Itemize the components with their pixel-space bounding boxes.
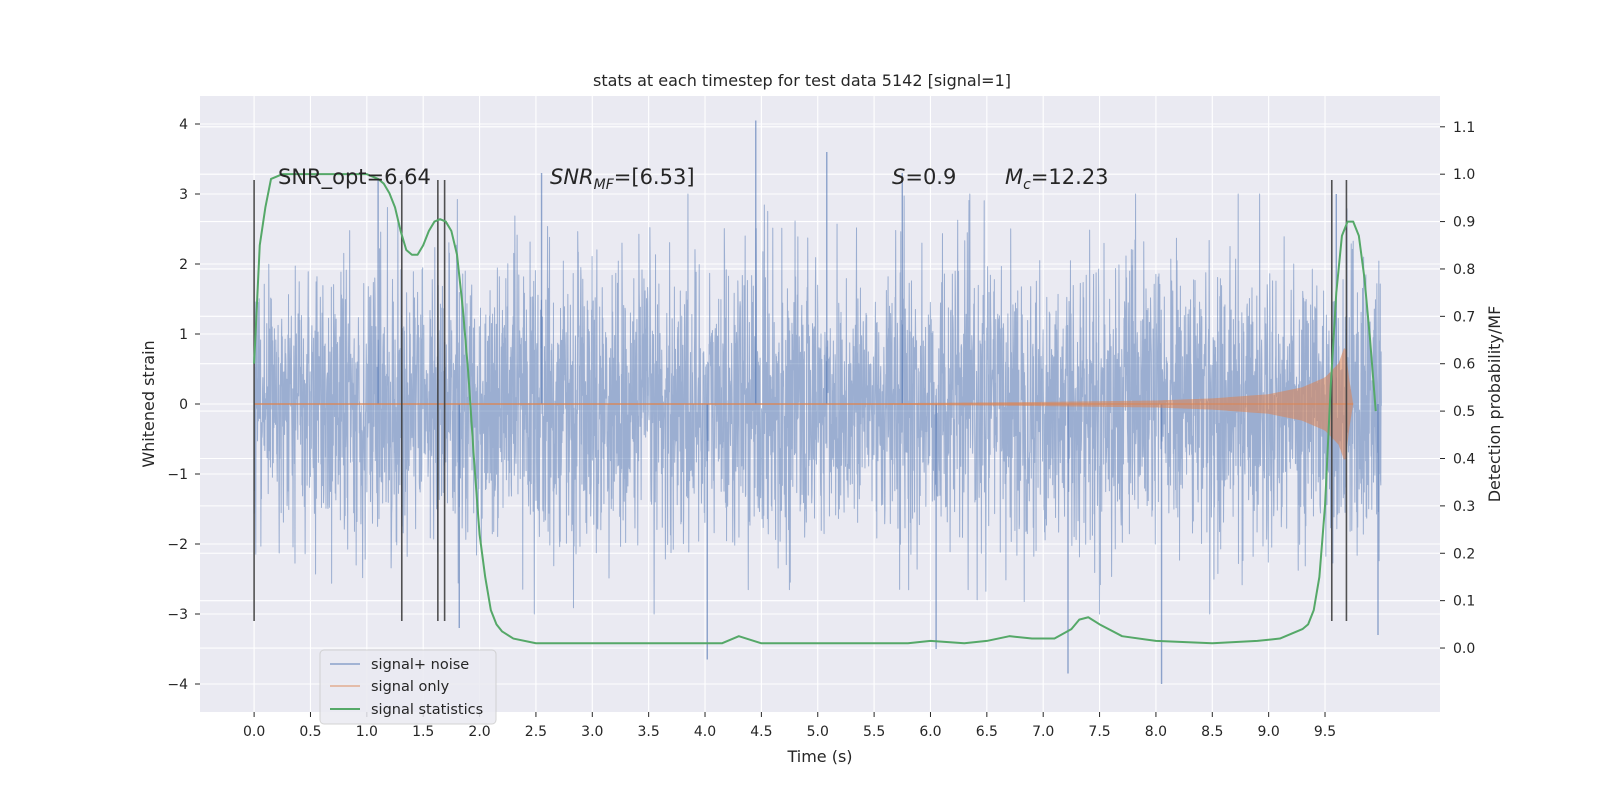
tick-label-x-0.5: 0.5 (299, 724, 321, 740)
stats-line (253, 173, 1377, 645)
tick-label-x-4.0: 4.0 (694, 724, 716, 740)
tick-label-y-−4: −4 (167, 677, 188, 693)
tick-label-x-2.0: 2.0 (468, 724, 490, 740)
annotation-s: S=0.9 (892, 165, 956, 189)
legend: signal+ noise signal only signal statist… (319, 649, 497, 725)
tick-label-y2-0.6: 0.6 (1453, 357, 1475, 373)
annotation-snr-opt: SNR_opt=6.64 (278, 165, 431, 190)
tick-label-y2-0.1: 0.1 (1453, 594, 1475, 610)
tick-label-y2-0.8: 0.8 (1453, 262, 1475, 278)
tick-label-x-4.5: 4.5 (750, 724, 772, 740)
tick-label-x-9.0: 9.0 (1258, 724, 1280, 740)
vertical-markers (253, 180, 1348, 621)
tick-label-y2-0.4: 0.4 (1453, 451, 1475, 467)
annotation-mc-value: =12.23 (1031, 165, 1109, 189)
series-signal-statistics (253, 173, 1377, 645)
tick-label-x-0.0: 0.0 (243, 724, 265, 740)
tick-label-x-3.0: 3.0 (581, 724, 603, 740)
axis-ticks: 0.0 0.5 1.0 1.5 2.0 2.5 3.0 3.5 4.0 4.5 5.0 5.5 6.0 6… (167, 117, 1475, 740)
tick-label-y-−1: −1 (167, 467, 188, 483)
tick-label-x-7.0: 7.0 (1032, 724, 1054, 740)
legend-label-noise: signal+ noise (371, 657, 469, 673)
x-axis-label: Time (s) (786, 747, 852, 766)
legend-label-signal: signal only (371, 679, 450, 695)
tick-label-x-7.5: 7.5 (1088, 724, 1110, 740)
tick-label-x-2.5: 2.5 (525, 724, 547, 740)
annotation-snr-mf-value: =[6.53] (614, 165, 695, 189)
legend-box (319, 649, 497, 725)
chart-title: stats at each timestep for test data 514… (593, 71, 1011, 90)
tick-label-y-3: 3 (179, 187, 188, 203)
tick-label-y-−3: −3 (167, 607, 188, 623)
tick-label-y2-0.0: 0.0 (1453, 641, 1475, 657)
tick-label-x-8.5: 8.5 (1201, 724, 1223, 740)
annotation-snr-mf: SNRMF=[6.53] (550, 165, 695, 193)
annotation-s-value: =0.9 (905, 165, 956, 189)
y-axis-label: Whitened strain (139, 340, 158, 467)
tick-label-x-8.0: 8.0 (1145, 724, 1167, 740)
tick-label-y2-0.5: 0.5 (1453, 404, 1475, 420)
tick-label-y2-0.3: 0.3 (1453, 499, 1475, 515)
legend-label-stats: signal statistics (371, 702, 483, 718)
tick-label-x-6.0: 6.0 (919, 724, 941, 740)
tick-label-x-1.0: 1.0 (356, 724, 378, 740)
tick-label-y2-0.2: 0.2 (1453, 546, 1475, 562)
tick-label-y2-1.0: 1.0 (1453, 167, 1475, 183)
y2-axis-label: Detection probability/MF (1485, 306, 1504, 503)
annotation-snr-mf-base: SNR (550, 165, 594, 189)
tick-label-x-9.5: 9.5 (1314, 724, 1336, 740)
tick-label-x-6.5: 6.5 (976, 724, 998, 740)
annotation-mc: Mc=12.23 (1005, 165, 1109, 193)
tick-label-y-4: 4 (179, 117, 188, 133)
tick-label-y-2: 2 (179, 257, 188, 273)
tick-label-x-5.5: 5.5 (863, 724, 885, 740)
tick-label-x-3.5: 3.5 (638, 724, 660, 740)
annotation-mc-base: M (1005, 165, 1023, 189)
tick-label-x-5.0: 5.0 (807, 724, 829, 740)
tick-label-y2-1.1: 1.1 (1453, 120, 1475, 136)
tick-label-y2-0.9: 0.9 (1453, 215, 1475, 231)
annotation-mc-sub: c (1023, 177, 1031, 193)
annotation-snr-mf-sub: MF (594, 177, 615, 193)
tick-label-x-1.5: 1.5 (412, 724, 434, 740)
tick-label-y2-0.7: 0.7 (1453, 309, 1475, 325)
tick-label-y-−2: −2 (167, 537, 188, 553)
annotation-s-base: S (892, 165, 905, 189)
tick-label-y-1: 1 (179, 327, 188, 343)
tick-label-y-0: 0 (179, 397, 188, 413)
